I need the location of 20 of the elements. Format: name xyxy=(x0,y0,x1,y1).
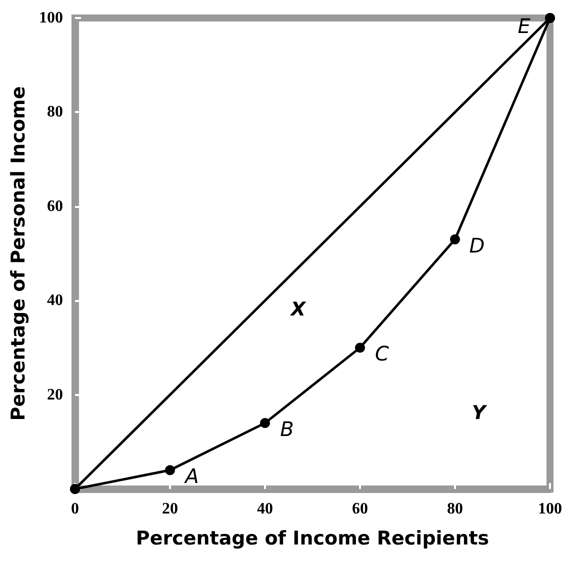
annotation: Y xyxy=(472,402,488,424)
x-tick-label: 40 xyxy=(257,500,273,518)
y-tick-label: 100 xyxy=(39,10,63,26)
x-tick-label: 100 xyxy=(538,500,562,518)
annotation: B xyxy=(280,417,294,442)
annotation: D xyxy=(469,233,485,258)
x-tick-label: 0 xyxy=(71,500,79,518)
annotation: A xyxy=(183,464,199,488)
y-tick-label: 20 xyxy=(47,386,63,404)
annotation: C xyxy=(375,342,390,366)
y-axis-title: Percentage of Personal Income xyxy=(8,86,30,421)
x-tick-label: 60 xyxy=(352,500,368,518)
x-axis-title: Percentage of Income Recipients xyxy=(136,528,490,550)
y-tick-label: 80 xyxy=(47,104,63,121)
x-tick-label: 20 xyxy=(162,500,178,518)
x-tick-label: 80 xyxy=(447,500,463,518)
y-tick-label: 40 xyxy=(47,292,63,310)
annotation: E xyxy=(518,14,531,38)
annotation: X xyxy=(290,298,307,321)
y-tick-label: 60 xyxy=(47,198,63,215)
